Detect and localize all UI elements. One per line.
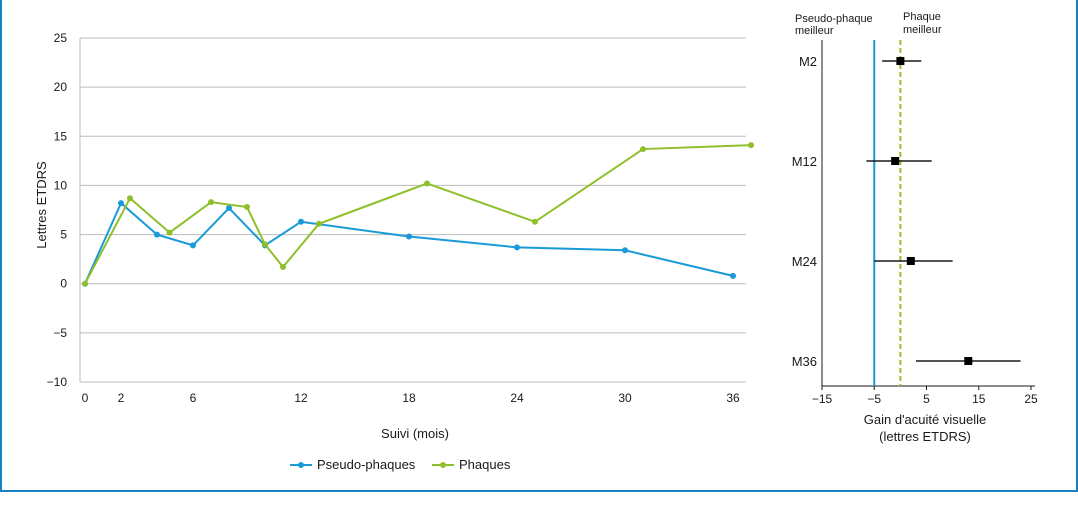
line-chart: 25 20 15 10 5 0 −5 −10 0 2 6 12 18 24 30 36 Lettres ET… [34,31,754,472]
data-point [514,244,520,251]
forest-plot: Pseudo-phaque meilleur Phaque meilleur M… [792,11,1038,444]
legend: Pseudo-phaques Phaques [290,457,511,472]
x-tick-label: 2 [118,391,125,405]
right-header-line2: meilleur [903,24,942,36]
x-axis-title: Suivi (mois) [381,426,449,441]
data-point [166,229,173,236]
x-tick-label: 18 [402,391,416,405]
data-point [532,218,538,225]
data-point [406,233,412,240]
data-point [622,247,628,254]
forest-x-tick-label: −15 [812,392,833,406]
y-tick-label: 25 [54,31,68,45]
y-tick-label: 20 [54,80,68,94]
point-estimate [964,357,973,365]
forest-x-tick-label: 15 [972,392,986,406]
data-point [118,200,124,207]
data-point [82,280,88,287]
forest-x-axis-title-line2: (lettres ETDRS) [879,429,971,444]
legend-marker-pseudo-phaques [298,462,304,468]
y-tick-label: −5 [53,326,67,340]
right-header-line1: Phaque [903,11,941,23]
data-point [226,205,232,212]
legend-label-phaques: Phaques [459,457,511,472]
forest-row-label: M12 [792,154,817,169]
data-point [127,195,133,202]
point-estimate [896,57,905,65]
series-line-phaques [84,144,752,285]
x-tick-label: 36 [726,391,740,405]
x-tick-label: 30 [618,391,632,405]
forest-row-label: M36 [792,354,817,369]
forest-row-label: M2 [799,54,817,69]
data-point [190,242,196,249]
forest-x-tick-label: −5 [867,392,881,406]
point-estimate [906,257,915,265]
series-line-pseudo-phaques [84,201,734,285]
data-point [730,272,736,279]
x-tick-label: 6 [190,391,197,405]
legend-marker-phaques [440,462,446,468]
y-tick-label: 15 [54,129,68,143]
forest-x-tick-label: 5 [923,392,930,406]
data-point [280,264,286,271]
x-tick-label: 24 [510,391,524,405]
y-tick-label: 10 [54,178,68,192]
figure-frame [0,0,1078,492]
x-tick-label: 12 [294,391,308,405]
data-point [748,142,754,149]
y-tick-label: 0 [60,277,67,291]
data-point [244,204,250,211]
data-point [640,146,646,153]
data-point [208,199,214,206]
y-axis-title: Lettres ETDRS [34,161,49,249]
y-tick-label: 5 [60,228,67,242]
data-point [154,231,160,238]
data-point [316,220,322,227]
data-point [298,218,304,225]
left-header-line1: Pseudo-phaque [795,13,873,25]
data-point [262,241,268,248]
x-tick-label: 0 [82,391,89,405]
legend-label-pseudo-phaques: Pseudo-phaques [317,457,416,472]
y-tick-label: −10 [47,375,68,389]
forest-row-label: M24 [792,254,817,269]
point-estimate [891,157,900,165]
left-header-line2: meilleur [795,25,834,37]
forest-x-tick-label: 25 [1024,392,1038,406]
forest-x-axis-title-line1: Gain d'acuité visuelle [864,412,986,427]
data-point [424,180,430,187]
